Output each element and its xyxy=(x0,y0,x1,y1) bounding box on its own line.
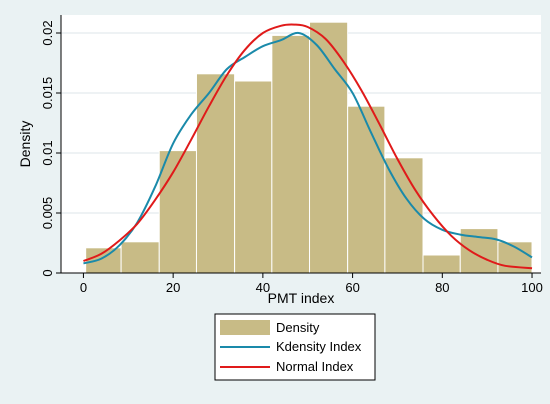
histogram-bars xyxy=(85,21,533,274)
y-tick-label-3: 0.015 xyxy=(40,77,55,110)
y-tick-label-1: 0.005 xyxy=(40,197,55,230)
y-tick-label-4: 0.02 xyxy=(40,20,55,45)
x-tick-label-5: 100 xyxy=(521,280,543,295)
y-axis-title: Density xyxy=(17,121,33,168)
histogram-bar-3 xyxy=(195,73,236,274)
histogram-bar-2 xyxy=(158,150,197,274)
x-tick-label-4: 80 xyxy=(435,280,449,295)
legend-label-density: Density xyxy=(276,320,320,335)
x-axis-ticks: 0 20 40 60 80 100 xyxy=(80,273,543,295)
histogram-bar-9 xyxy=(422,254,461,274)
y-tick-label-2: 0.01 xyxy=(40,140,55,165)
x-axis-title: PMT index xyxy=(268,290,335,306)
y-tick-label-0: 0 xyxy=(40,269,55,276)
x-tick-label-0: 0 xyxy=(80,280,87,295)
series-line-normal xyxy=(83,23,533,270)
axes xyxy=(60,15,541,274)
x-tick-label-3: 60 xyxy=(345,280,359,295)
histogram-bar-4 xyxy=(234,80,273,274)
histogram-bar-6 xyxy=(309,21,349,274)
series-lines xyxy=(83,23,533,270)
legend-label-kdensity: Kdensity Index xyxy=(276,339,362,354)
series-line-kdensity xyxy=(83,31,533,265)
y-axis-ticks: 0 0.005 0.01 0.015 0.02 xyxy=(40,20,61,277)
histogram-bar-7 xyxy=(347,105,386,274)
legend: Density Kdensity Index Normal Index xyxy=(214,313,376,381)
histogram-bar-8 xyxy=(384,157,424,274)
histogram-bar-1 xyxy=(120,241,160,274)
legend-swatch-density xyxy=(220,320,270,335)
x-tick-label-2: 40 xyxy=(256,280,270,295)
x-tick-label-1: 20 xyxy=(166,280,180,295)
histogram-bar-5 xyxy=(271,34,311,274)
legend-label-normal: Normal Index xyxy=(276,359,354,374)
